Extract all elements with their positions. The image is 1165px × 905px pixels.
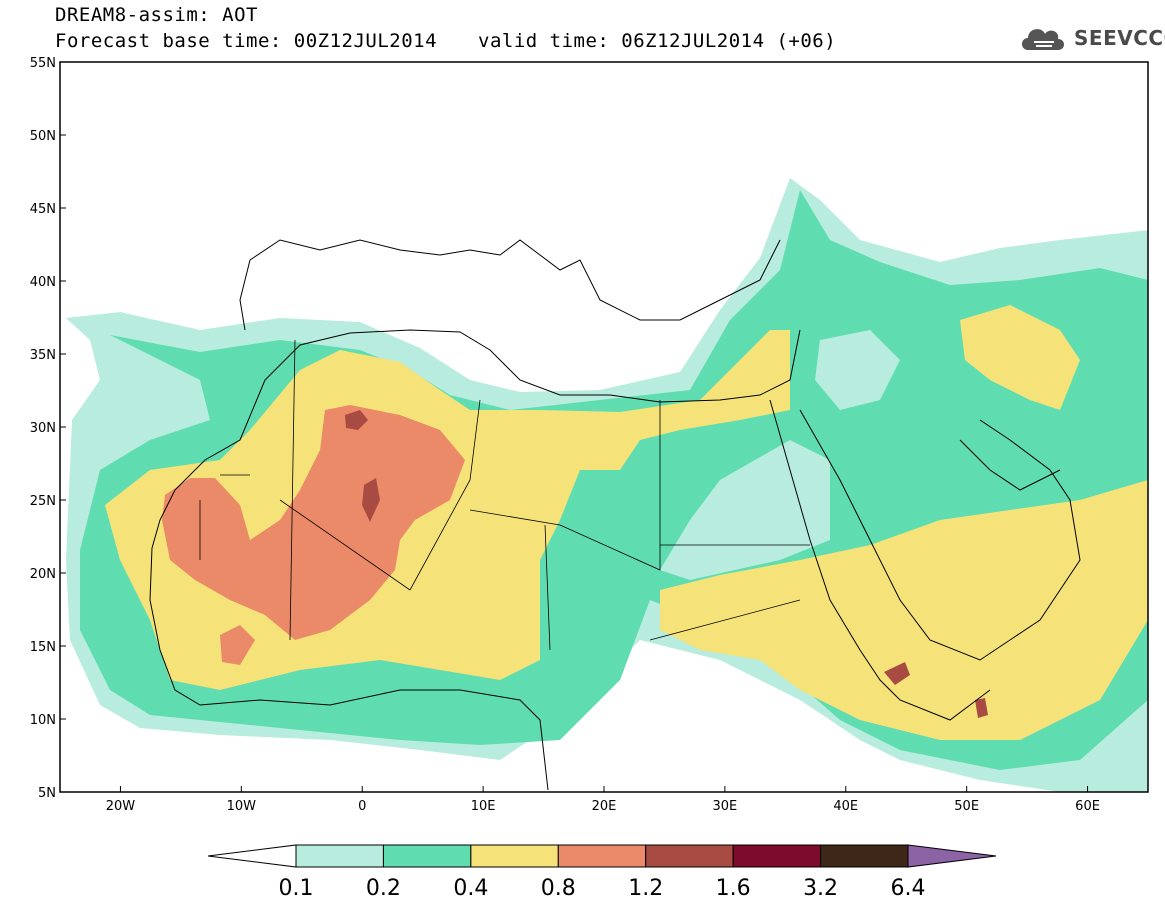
lat-tick-label: 15N <box>30 640 56 655</box>
coast-gulf <box>959 439 1061 491</box>
colorbar-over-triangle <box>907 844 997 868</box>
coastlines <box>149 239 1081 791</box>
lat-tick-label: 25N <box>30 494 56 509</box>
colorbar-label: 6.4 <box>891 876 926 901</box>
lon-tick-label: 20W <box>106 799 136 814</box>
colorbar-label: 1.6 <box>716 876 751 901</box>
lon-tick-label: 60E <box>1075 799 1100 814</box>
coast-arabia <box>799 409 1081 661</box>
lon-tick-label: 50E <box>954 799 979 814</box>
valid-time: valid time: 06Z12JUL2014 (+06) <box>478 30 837 52</box>
aot-field-0.4-iran <box>960 305 1080 410</box>
colorbar-box <box>645 844 734 868</box>
lon-tick-label: 20E <box>592 799 617 814</box>
longitude-axis: 20W 10W 0 10E 20E 30E 40E 50E 60E <box>106 786 1100 814</box>
aot-field-1.2-a <box>345 410 368 430</box>
seevccc-logo: SEEVCCC <box>1018 20 1165 56</box>
aot-hole-levant <box>815 330 900 410</box>
coast-west-africa <box>149 547 549 791</box>
colorbar: 0.1 0.2 0.4 0.8 1.2 1.6 3.2 6.4 <box>207 844 997 901</box>
lon-tick-label: 10E <box>471 799 496 814</box>
aot-field-0.8 <box>162 405 465 640</box>
lat-tick-label: 35N <box>30 348 56 363</box>
colorbar-box <box>382 844 472 868</box>
lat-tick-label: 10N <box>30 713 56 728</box>
colorbar-label: 0.1 <box>279 876 314 901</box>
lat-tick-label: 50N <box>30 129 56 144</box>
colorbar-box <box>557 844 647 868</box>
lon-tick-label: 10W <box>227 799 257 814</box>
colorbar-label: 0.8 <box>541 876 576 901</box>
aot-field-0.4-east <box>660 480 1148 740</box>
colorbar-label: 0.2 <box>366 876 401 901</box>
aot-field-0.8-small <box>220 625 255 665</box>
logo-text: SEEVCCC <box>1074 26 1165 50</box>
lat-tick-label: 5N <box>38 786 56 801</box>
coast-red-sea <box>769 399 991 721</box>
colorbar-box <box>820 844 909 868</box>
lon-tick-label: 30E <box>713 799 738 814</box>
colorbar-under-triangle <box>207 844 297 868</box>
colorbar-box <box>732 844 822 868</box>
aot-field-1.2-b <box>362 478 380 522</box>
aot-field <box>66 178 1148 792</box>
coast-north-africa <box>151 329 801 549</box>
aot-field-1.2-d <box>975 698 988 718</box>
lon-tick-label: 40E <box>833 799 858 814</box>
lat-tick-label: 55N <box>30 56 56 71</box>
colorbar-label: 1.2 <box>628 876 663 901</box>
cloud-icon <box>1022 29 1064 50</box>
colorbar-label: 3.2 <box>803 876 838 901</box>
latitude-axis: 55N 50N 45N 40N 35N 30N 25N 20N 15N 10N 5N <box>30 56 66 801</box>
aot-field-1.2-c <box>884 662 910 685</box>
lat-tick-label: 45N <box>30 202 56 217</box>
colorbar-box <box>470 844 559 868</box>
colorbar-label: 0.4 <box>453 876 488 901</box>
lat-tick-label: 40N <box>30 275 56 290</box>
border-lines <box>199 339 810 651</box>
forecast-base-time: Forecast base time: 00Z12JUL2014 <box>55 30 438 52</box>
lat-tick-label: 20N <box>30 567 56 582</box>
coast-europe <box>239 239 781 331</box>
lon-tick-label: 0 <box>358 799 366 814</box>
lat-tick-label: 30N <box>30 421 56 436</box>
colorbar-box <box>295 844 384 868</box>
map-title: DREAM8-assim: AOT <box>55 4 258 26</box>
